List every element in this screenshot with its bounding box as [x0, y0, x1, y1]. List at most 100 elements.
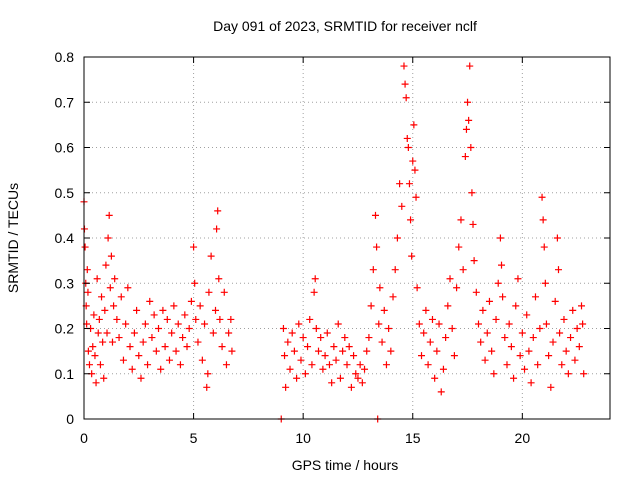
- data-point: [282, 383, 290, 391]
- data-point: [161, 343, 169, 351]
- data-point: [426, 338, 434, 346]
- data-point: [551, 297, 559, 305]
- data-point: [194, 338, 202, 346]
- data-point: [157, 365, 165, 373]
- data-point: [492, 315, 500, 323]
- y-tick-label: 0.3: [55, 275, 75, 291]
- data-point: [312, 325, 320, 332]
- data-point: [363, 347, 371, 355]
- data-point: [284, 338, 292, 346]
- data-point: [385, 325, 393, 332]
- data-point: [104, 234, 112, 242]
- data-point: [347, 383, 355, 391]
- data-point: [378, 338, 386, 346]
- data-point: [435, 320, 443, 328]
- data-point: [141, 320, 149, 328]
- data-point: [293, 374, 301, 382]
- chart-title: Day 091 of 2023, SRMTID for receiver ncl…: [213, 18, 477, 34]
- data-point: [494, 279, 502, 287]
- data-point: [122, 320, 130, 328]
- data-point: [91, 352, 99, 360]
- data-point: [339, 347, 347, 355]
- data-point: [319, 365, 327, 373]
- data-point: [124, 284, 132, 292]
- data-point: [117, 293, 125, 301]
- data-point: [150, 311, 158, 319]
- data-point: [102, 261, 110, 269]
- data-point: [382, 361, 390, 369]
- data-point: [330, 343, 338, 351]
- data-point: [516, 352, 524, 360]
- data-point: [115, 334, 123, 342]
- data-point: [165, 356, 173, 364]
- data-point: [442, 334, 450, 342]
- data-point: [146, 297, 154, 305]
- data-point: [297, 356, 305, 364]
- data-point: [499, 293, 507, 301]
- data-point: [389, 293, 397, 301]
- data-point: [380, 306, 388, 314]
- data-point: [410, 121, 418, 129]
- data-point: [135, 352, 143, 360]
- data-point: [163, 315, 171, 323]
- data-point: [475, 320, 482, 328]
- data-point: [336, 374, 344, 382]
- data-point: [148, 334, 156, 342]
- data-point: [450, 352, 458, 360]
- y-tick-label: 0.5: [55, 185, 75, 201]
- data-point: [98, 293, 106, 301]
- data-point: [405, 180, 413, 188]
- y-axis-label: SRMTID / TECUs: [5, 183, 21, 293]
- data-point: [490, 370, 498, 378]
- data-point: [571, 356, 579, 364]
- data-point: [133, 306, 141, 314]
- data-point: [105, 211, 113, 219]
- data-point: [538, 193, 546, 201]
- data-point: [369, 266, 377, 274]
- data-point: [415, 320, 423, 328]
- data-point: [185, 325, 193, 332]
- data-point: [94, 329, 102, 337]
- data-point: [461, 153, 469, 161]
- data-point: [527, 379, 535, 387]
- data-point: [215, 275, 223, 283]
- data-point: [334, 320, 342, 328]
- data-point: [352, 370, 360, 378]
- data-point: [393, 234, 401, 242]
- data-point: [361, 365, 369, 373]
- data-point: [488, 347, 496, 355]
- data-point: [558, 361, 566, 369]
- data-point: [93, 275, 101, 283]
- x-tick-label: 0: [80, 430, 88, 446]
- data-point: [304, 343, 312, 351]
- data-point: [453, 284, 461, 292]
- data-point: [564, 370, 572, 378]
- data-point: [540, 243, 548, 251]
- data-point: [401, 80, 409, 88]
- data-point: [172, 347, 180, 355]
- data-point: [183, 343, 191, 351]
- data-point: [567, 334, 575, 342]
- data-point: [536, 325, 544, 332]
- data-point: [103, 329, 111, 337]
- data-point: [311, 275, 319, 283]
- data-point: [437, 388, 445, 396]
- data-point: [286, 365, 294, 373]
- data-point: [505, 320, 513, 328]
- data-point: [168, 329, 176, 337]
- data-point: [279, 325, 287, 332]
- data-point: [107, 252, 115, 260]
- data-point: [315, 347, 323, 355]
- data-point: [84, 347, 92, 355]
- data-point: [422, 306, 430, 314]
- data-point: [317, 334, 325, 342]
- data-point: [332, 356, 340, 364]
- data-point: [403, 134, 411, 142]
- data-point: [409, 157, 417, 165]
- data-point: [209, 329, 217, 337]
- data-point: [341, 334, 349, 342]
- data-point: [562, 347, 570, 355]
- grid-layer: [84, 57, 610, 419]
- data-point: [413, 284, 421, 292]
- data-point: [190, 243, 198, 251]
